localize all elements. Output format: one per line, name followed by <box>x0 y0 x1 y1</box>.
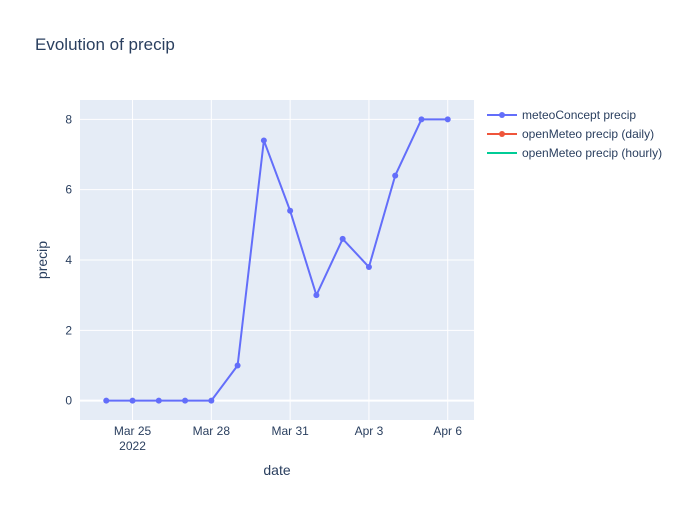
y-tick-label: 2 <box>65 323 72 337</box>
x-tick-label: Apr 6 <box>433 424 462 438</box>
legend-item[interactable]: openMeteo precip (hourly) <box>487 146 662 160</box>
legend-label: openMeteo precip (hourly) <box>522 146 662 160</box>
data-point[interactable] <box>365 264 372 271</box>
series-line <box>106 118 448 402</box>
data-point[interactable] <box>129 397 136 404</box>
legend-item[interactable]: meteoConcept precip <box>487 108 636 122</box>
y-axis-label: precip <box>34 241 50 279</box>
x-axis-label: date <box>263 462 290 478</box>
y-tick-label: 6 <box>65 183 72 197</box>
data-point[interactable] <box>208 397 215 404</box>
legend-swatch-marker <box>499 112 505 118</box>
legend[interactable]: meteoConcept precip openMeteo precip (dai… <box>487 108 662 160</box>
legend-swatch-marker <box>499 131 505 137</box>
x-tick-label: Mar 25 <box>114 424 152 438</box>
legend-label: openMeteo precip (daily) <box>522 127 654 141</box>
data-point[interactable] <box>234 362 241 369</box>
data-point[interactable] <box>287 207 294 214</box>
data-point[interactable] <box>339 235 346 242</box>
series-layer <box>103 116 451 404</box>
data-point[interactable] <box>313 292 320 299</box>
chart-title: Evolution of precip <box>35 35 175 54</box>
data-point[interactable] <box>103 397 110 404</box>
y-tick-label: 4 <box>65 253 72 267</box>
x-tick-label: Mar 28 <box>193 424 231 438</box>
legend-item[interactable]: openMeteo precip (daily) <box>487 127 654 141</box>
y-axis-ticks: 0 2 4 6 8 <box>65 112 72 407</box>
data-point[interactable] <box>155 397 162 404</box>
x-tick-label: Mar 31 <box>271 424 309 438</box>
x-tick-label: Apr 3 <box>355 424 384 438</box>
data-point[interactable] <box>260 137 267 144</box>
x-tick-sublabel: 2022 <box>119 439 146 453</box>
data-point[interactable] <box>182 397 189 404</box>
data-point[interactable] <box>418 116 425 123</box>
y-tick-label: 0 <box>65 394 72 408</box>
y-tick-label: 8 <box>65 112 72 126</box>
series-0 <box>103 116 451 404</box>
data-point[interactable] <box>444 116 451 123</box>
legend-label: meteoConcept precip <box>522 108 636 122</box>
data-point[interactable] <box>392 172 399 179</box>
